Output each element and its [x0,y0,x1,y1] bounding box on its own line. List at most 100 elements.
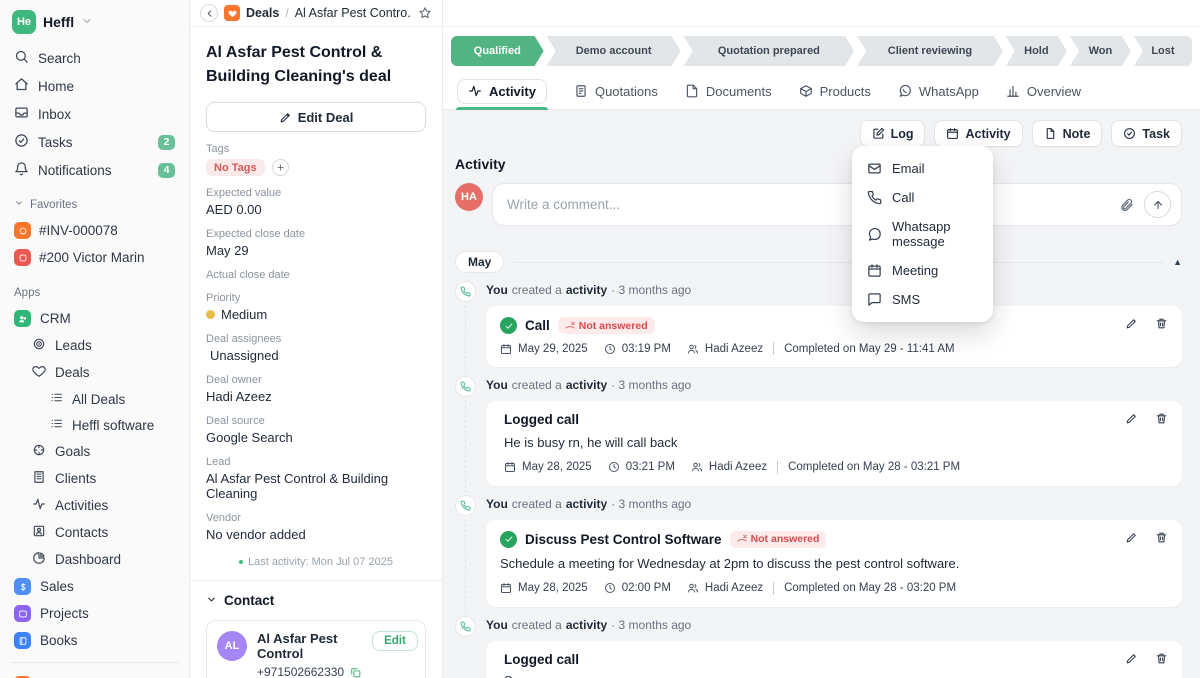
completed-check-icon[interactable] [500,317,517,334]
stage-won[interactable]: Won [1070,36,1131,66]
stage-hold[interactable]: Hold [1006,36,1067,66]
note-icon [1044,127,1057,140]
star-icon[interactable] [418,6,432,20]
sidebar-item-heffl-software[interactable]: Heffl software [10,412,179,438]
contact-badge-icon [14,249,31,266]
breadcrumb-section[interactable]: Deals [246,6,280,20]
paperclip-icon[interactable] [1119,197,1134,212]
feed-actions: Log Activity Note Task [455,120,1182,147]
sidebar-app-projects[interactable]: Projects [10,600,179,627]
tab-activity[interactable]: Activity [456,78,548,110]
tab-overview[interactable]: Overview [1006,84,1081,99]
comment-composer: HA [455,183,1182,226]
sidebar-item-leads[interactable]: Leads [10,332,179,359]
sidebar-app-books[interactable]: Books [10,627,179,654]
copy-icon[interactable] [349,666,362,678]
stage-client-reviewing[interactable]: Client reviewing [857,36,1003,66]
edit-icon[interactable] [1125,531,1138,544]
send-comment-button[interactable] [1144,191,1171,218]
notifications-count-badge: 4 [158,162,175,178]
note-button[interactable]: Note [1031,120,1103,147]
field-value-assignees[interactable]: Unassigned [210,348,279,363]
item-label: Goals [55,444,91,459]
sidebar-item-clients[interactable]: Clients [10,465,179,492]
month-pill[interactable]: May [455,251,505,273]
activity-meta: May 29, 2025 03:19 PM Hadi Azeez Complet… [500,342,1168,355]
sidebar-item-contacts[interactable]: Contacts [10,519,179,546]
no-tags-badge[interactable]: No Tags [206,159,265,176]
menu-item-call[interactable]: Call [852,183,993,212]
stage-quotation-prepared[interactable]: Quotation prepared [684,36,855,66]
item-label: All Deals [72,391,126,407]
sidebar-item-goals[interactable]: Goals [10,438,179,465]
stage-lost[interactable]: Lost [1133,36,1193,66]
sidebar-item-all-deals[interactable]: All Deals [10,386,179,412]
task-button[interactable]: Task [1111,120,1182,147]
books-app-icon [14,632,31,649]
sidebar-item-home[interactable]: Home [10,72,179,100]
divider [190,580,442,581]
item-label: Clients [55,471,97,486]
check-circle-icon [14,133,29,151]
app-label: CRM [40,311,71,326]
avatar: HA [455,183,483,211]
edit-icon[interactable] [1125,652,1138,665]
sidebar-item-tasks[interactable]: Tasks 2 [10,128,179,156]
activity-title: Logged call [504,651,580,667]
sidebar-item-notifications[interactable]: Notifications 4 [10,156,179,184]
sidebar-item-inbox[interactable]: Inbox [10,100,179,128]
collapse-icon[interactable]: ▲ [1173,257,1182,267]
stage-demo-account[interactable]: Demo account [547,36,681,66]
phone-icon [867,190,882,205]
sidebar-item-deals[interactable]: Deals [10,359,179,386]
favorite-item-label: #INV-000078 [39,223,118,238]
favorite-item-contact[interactable]: #200 Victor Marin [10,244,179,271]
timeline-group: You created a activity · 3 months ago Di… [455,494,1182,619]
menu-item-email[interactable]: Email [852,154,993,183]
call-icon [455,376,476,397]
sidebar-app-crm[interactable]: CRM [10,305,179,332]
add-tag-button[interactable] [271,159,289,176]
sidebar-item-dashboard[interactable]: Dashboard [10,546,179,573]
edit-icon[interactable] [1125,317,1138,330]
tab-quotations[interactable]: Quotations [574,84,658,99]
tab-documents[interactable]: Documents [685,84,772,99]
field-value-priority[interactable]: Medium [206,307,426,322]
contact-edit-button[interactable]: Edit [372,631,418,651]
log-dropdown-menu: Email Call Whatsapp message Meeting SMS [852,146,993,322]
tab-products[interactable]: Products [799,84,871,99]
comment-input[interactable] [507,197,1109,212]
workspace-switcher[interactable]: He Heffl [10,8,179,44]
sidebar-app-sales[interactable]: Sales [10,573,179,600]
sidebar-item-search[interactable]: Search [10,44,179,72]
deals-breadcrumb-icon [224,5,240,21]
trash-icon[interactable] [1155,652,1168,665]
sidebar-app-field-service[interactable]: Field Service [10,671,179,678]
trash-icon[interactable] [1155,317,1168,330]
completed-check-icon[interactable] [500,530,517,548]
clock-icon [604,582,616,594]
back-button[interactable] [200,4,218,22]
edit-deal-button[interactable]: Edit Deal [206,102,426,132]
favorites-section-toggle[interactable]: Favorites [10,184,179,217]
trash-icon[interactable] [1155,412,1168,425]
sidebar-item-label: Home [38,78,75,94]
timeline-event: You created a activity · 3 months ago [486,617,692,632]
activity-button[interactable]: Activity [934,120,1023,147]
calendar-icon [867,263,882,278]
favorite-item-invoice[interactable]: #INV-000078 [10,217,179,244]
menu-item-whatsapp[interactable]: Whatsapp message [852,212,993,256]
menu-item-meeting[interactable]: Meeting [852,256,993,285]
sidebar-item-activities[interactable]: Activities [10,492,179,519]
edit-icon[interactable] [1125,412,1138,425]
contact-section-toggle[interactable]: Contact [206,593,426,608]
tab-whatsapp[interactable]: WhatsApp [898,84,979,99]
trash-icon[interactable] [1155,531,1168,544]
calendar-icon [946,127,959,140]
stage-qualified[interactable]: Qualified [451,36,544,66]
activity-title: Call [525,318,550,333]
log-button[interactable]: Log [859,120,926,147]
contact-phone: +971502662330 [257,665,345,678]
menu-item-sms[interactable]: SMS [852,285,993,314]
